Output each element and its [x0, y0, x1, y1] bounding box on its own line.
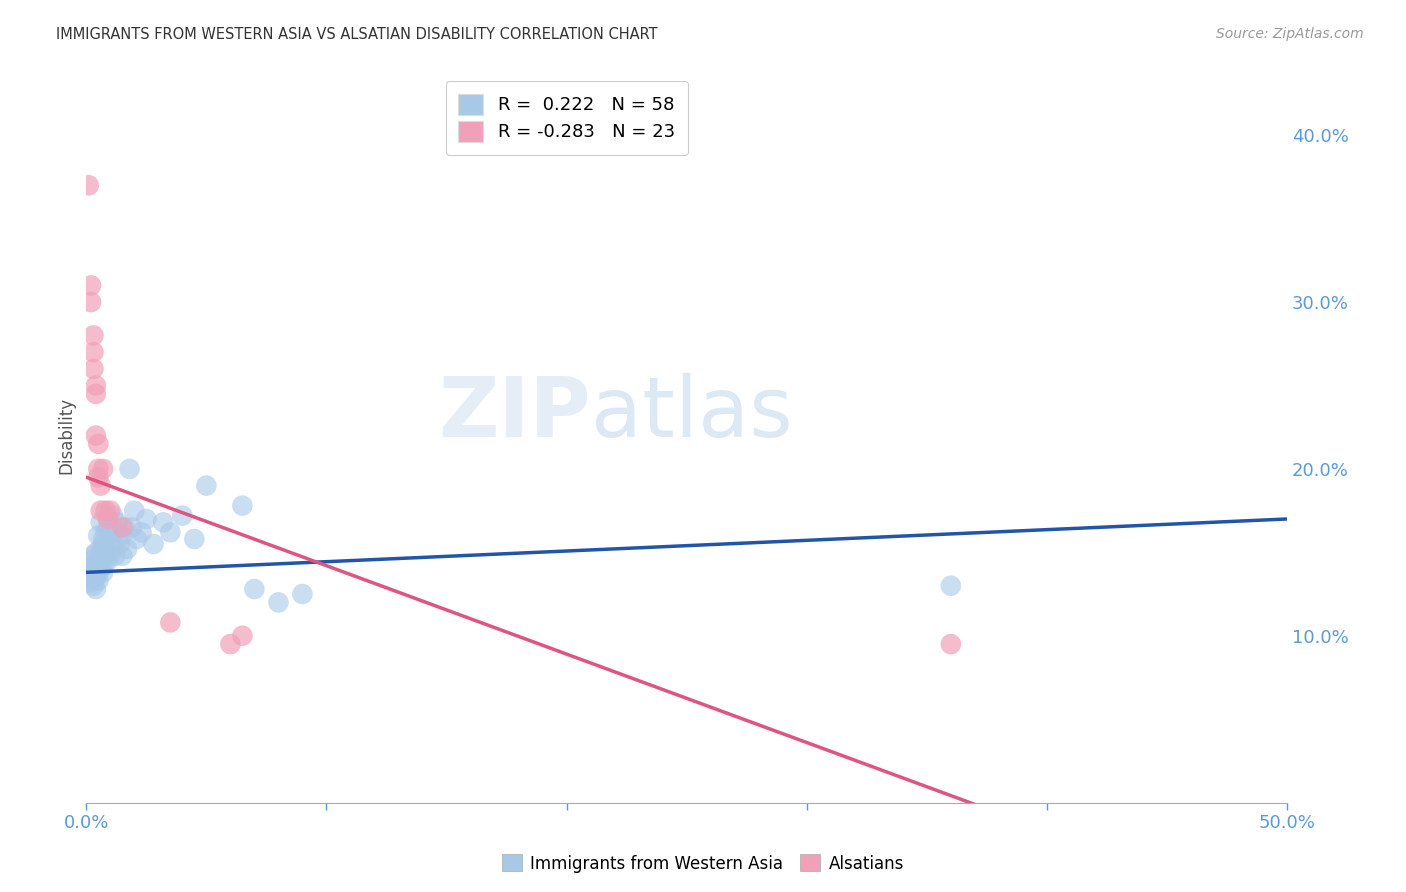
Point	[80, 278, 103, 293]
Point	[108, 537, 131, 551]
Point	[101, 508, 124, 523]
Point	[94, 541, 117, 556]
Point	[152, 516, 174, 530]
Point	[84, 557, 107, 571]
Point	[159, 615, 181, 630]
Point	[84, 387, 107, 401]
Point	[91, 558, 114, 573]
Point	[104, 525, 127, 540]
Point	[91, 566, 114, 580]
Point	[159, 525, 181, 540]
Point	[98, 532, 121, 546]
Point	[98, 503, 121, 517]
Point	[90, 478, 112, 492]
Text: IMMIGRANTS FROM WESTERN ASIA VS ALSATIAN DISABILITY CORRELATION CHART: IMMIGRANTS FROM WESTERN ASIA VS ALSATIAN…	[56, 27, 658, 42]
Point	[183, 532, 205, 546]
Point	[91, 462, 114, 476]
Point	[135, 512, 157, 526]
Legend: Immigrants from Western Asia, Alsatians: Immigrants from Western Asia, Alsatians	[495, 847, 911, 880]
Point	[114, 520, 136, 534]
Point	[84, 428, 107, 442]
Point	[82, 558, 104, 573]
Point	[77, 570, 100, 584]
Point	[87, 470, 110, 484]
Text: Source: ZipAtlas.com: Source: ZipAtlas.com	[1216, 27, 1364, 41]
Point	[939, 579, 962, 593]
Point	[104, 549, 127, 563]
Point	[131, 525, 153, 540]
Point	[111, 529, 134, 543]
Point	[94, 525, 117, 540]
Point	[267, 595, 290, 609]
Point	[231, 629, 253, 643]
Point	[195, 478, 218, 492]
Point	[80, 295, 103, 310]
Point	[90, 562, 112, 576]
Point	[97, 554, 120, 568]
Point	[77, 562, 100, 576]
Point	[107, 516, 129, 530]
Point	[97, 520, 120, 534]
Point	[84, 545, 107, 559]
Point	[219, 637, 242, 651]
Point	[91, 532, 114, 546]
Point	[142, 537, 165, 551]
Point	[87, 462, 110, 476]
Y-axis label: Disability: Disability	[58, 397, 75, 475]
Point	[291, 587, 314, 601]
Point	[97, 512, 120, 526]
Point	[94, 503, 117, 517]
Point	[111, 549, 134, 563]
Point	[80, 554, 103, 568]
Point	[82, 345, 104, 359]
Point	[82, 361, 104, 376]
Point	[90, 503, 112, 517]
Point	[115, 541, 138, 556]
Text: ZIP: ZIP	[439, 373, 591, 454]
Point	[80, 566, 103, 580]
Point	[87, 566, 110, 580]
Point	[84, 582, 107, 596]
Legend: R =  0.222   N = 58, R = -0.283   N = 23: R = 0.222 N = 58, R = -0.283 N = 23	[446, 81, 688, 154]
Point	[80, 575, 103, 590]
Point	[84, 378, 107, 392]
Point	[77, 178, 100, 193]
Point	[90, 549, 112, 563]
Point	[90, 516, 112, 530]
Point	[125, 532, 148, 546]
Point	[121, 520, 143, 534]
Point	[82, 549, 104, 563]
Point	[82, 328, 104, 343]
Point	[172, 508, 194, 523]
Point	[84, 570, 107, 584]
Text: atlas: atlas	[591, 373, 793, 454]
Point	[87, 574, 110, 588]
Point	[118, 462, 141, 476]
Point	[87, 529, 110, 543]
Point	[91, 537, 114, 551]
Point	[94, 549, 117, 563]
Point	[231, 499, 253, 513]
Point	[111, 520, 134, 534]
Point	[101, 537, 124, 551]
Point	[87, 437, 110, 451]
Point	[87, 554, 110, 568]
Point	[939, 637, 962, 651]
Point	[124, 503, 146, 517]
Point	[90, 541, 112, 556]
Point	[98, 549, 121, 563]
Point	[82, 579, 104, 593]
Point	[243, 582, 266, 596]
